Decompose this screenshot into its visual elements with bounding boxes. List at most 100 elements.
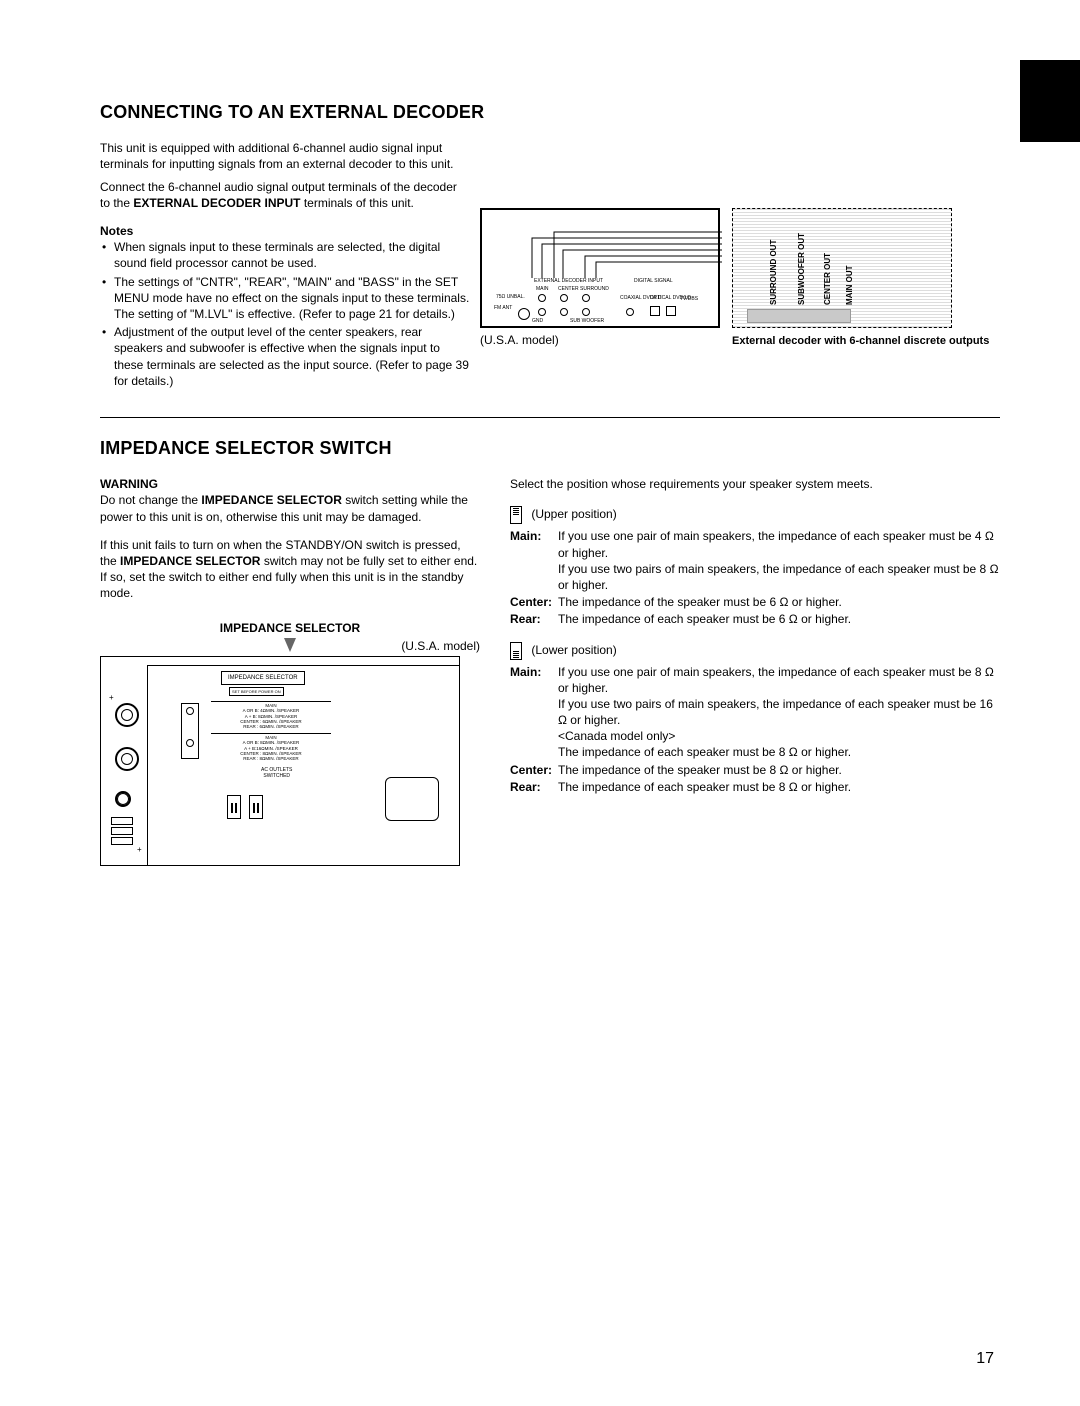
spec-center-label: Center:: [510, 762, 558, 778]
warn2b: IMPEDANCE SELECTOR: [120, 554, 260, 568]
section2-left-col: WARNING Do not change the IMPEDANCE SELE…: [100, 476, 480, 866]
spec-main-text: If you use one pair of main speakers, th…: [558, 528, 1000, 593]
s1-p2c: terminals of this unit.: [301, 196, 414, 210]
section1: This unit is equipped with additional 6-…: [100, 140, 1000, 391]
d2-set-label: SET BEFORE POWER ON: [229, 687, 284, 696]
spec-row: Main: If you use one pair of main speake…: [510, 664, 1000, 761]
terminal-block-icon: [111, 817, 133, 857]
spec-rear-text: The impedance of each speaker must be 6 …: [558, 611, 1000, 627]
out-label: SUBWOOFER OUT: [797, 233, 808, 305]
impedance-selector-heading: IMPEDANCE SELECTOR: [100, 620, 480, 636]
warning-p1: Do not change the IMPEDANCE SELECTOR swi…: [100, 492, 480, 524]
spec-rear-label: Rear:: [510, 779, 558, 795]
optical-jack-icon: [650, 306, 660, 316]
spec-row: Center: The impedance of the speaker mus…: [510, 762, 1000, 778]
divider: [100, 417, 1000, 418]
spec-main-text: If you use one pair of main speakers, th…: [558, 664, 1000, 761]
panel-label: GND: [532, 318, 543, 325]
ac-outlets-icon: [223, 783, 303, 841]
warning-p2: If this unit fails to turn on when the S…: [100, 537, 480, 602]
out-label: SURROUND OUT: [769, 240, 780, 305]
power-cord-icon: [385, 777, 439, 821]
impedance-diagram: IMPEDANCE SELECTOR SET BEFORE POWER ON M…: [100, 656, 460, 866]
upper-position-head: (Upper position): [510, 506, 1000, 524]
notes-heading: Notes: [100, 223, 470, 239]
panel-label: DIGITAL SIGNAL: [634, 278, 673, 285]
spec-row: Rear: The impedance of each speaker must…: [510, 611, 1000, 627]
receiver-back-panel: EXTERNAL DECODER INPUT MAIN CENTER SURRO…: [480, 208, 720, 328]
spec-rear-label: Rear:: [510, 611, 558, 627]
panel-label: MAIN: [536, 286, 549, 293]
upper-pos-label: (Upper position): [531, 508, 616, 522]
section2-title: IMPEDANCE SELECTOR SWITCH: [100, 436, 1000, 460]
spec-center-text: The impedance of the speaker must be 8 Ω…: [558, 762, 1000, 778]
spec-rear-text: The impedance of each speaker must be 8 …: [558, 779, 1000, 795]
s1-p1: This unit is equipped with additional 6-…: [100, 140, 470, 172]
line: [147, 665, 148, 865]
optical-jack-icon: [666, 306, 676, 316]
panel-label: 75Ω UNBAL.: [496, 294, 525, 301]
note-item: When signals input to these terminals ar…: [114, 239, 470, 271]
decoder-diagram: EXTERNAL DECODER INPUT MAIN CENTER SURRO…: [480, 208, 1000, 348]
panel-label: SURROUND: [580, 286, 609, 293]
section1-left-col: This unit is equipped with additional 6-…: [100, 140, 480, 391]
switch-upper-icon: [510, 506, 522, 524]
external-decoder-box: SURROUND OUT SUBWOOFER OUT CENTER OUT MA…: [732, 208, 952, 328]
spec-main-label: Main:: [510, 664, 558, 761]
d2-header: IMPEDANCE SELECTOR: [221, 671, 305, 685]
s2-right-intro: Select the position whose requirements y…: [510, 476, 1000, 492]
spec-main-label: Main:: [510, 528, 558, 593]
rca-jack-icon: [582, 294, 590, 302]
arrow-down-icon: [284, 638, 296, 652]
section1-title: CONNECTING TO AN EXTERNAL DECODER: [100, 100, 1000, 124]
warn1b: IMPEDANCE SELECTOR: [201, 493, 341, 507]
wire-lines-icon: [482, 208, 722, 278]
spec-row: Main: If you use one pair of main speake…: [510, 528, 1000, 593]
line: [147, 665, 459, 666]
d2-outlets-label: AC OUTLETS SWITCHED: [261, 767, 292, 781]
usa-model-label-2: (U.S.A. model): [401, 638, 480, 654]
antenna-jack-icon: [518, 308, 530, 320]
note-item: The settings of "CNTR", "REAR", "MAIN" a…: [114, 274, 470, 323]
d2-spec-lower: MAIN A OR B: 8ΩMIN. /SPEAKER A + B:16ΩMI…: [211, 733, 331, 762]
external-decoder-caption: External decoder with 6-channel discrete…: [732, 334, 989, 348]
section1-right-col: EXTERNAL DECODER INPUT MAIN CENTER SURRO…: [480, 140, 1000, 391]
spec-row: Center: The impedance of the speaker mus…: [510, 594, 1000, 610]
lower-position-head: (Lower position): [510, 642, 1000, 660]
section2-right-col: Select the position whose requirements y…: [510, 476, 1000, 866]
binding-post-icon: [115, 791, 131, 807]
note-item: Adjustment of the output level of the ce…: [114, 324, 470, 389]
warn1a: Do not change the: [100, 493, 201, 507]
lower-pos-label: (Lower position): [531, 643, 616, 657]
side-tab: [1020, 60, 1080, 142]
out-label: MAIN OUT: [845, 266, 856, 306]
notes-list: When signals input to these terminals ar…: [100, 239, 470, 389]
spec-center-label: Center:: [510, 594, 558, 610]
section2: WARNING Do not change the IMPEDANCE SELE…: [100, 476, 1000, 866]
selector-switch-icon: [181, 703, 199, 759]
warning-heading: WARNING: [100, 476, 480, 492]
switch-lower-icon: [510, 642, 522, 660]
upper-position-block: (Upper position) Main: If you use one pa…: [510, 506, 1000, 627]
decoder-jack-strip: [747, 309, 851, 323]
panel-label: EXTERNAL DECODER INPUT: [534, 278, 603, 285]
out-label: CENTER OUT: [823, 253, 834, 305]
panel-label: FM ANT: [494, 306, 512, 311]
lower-position-block: (Lower position) Main: If you use one pa…: [510, 642, 1000, 796]
rca-jack-icon: [626, 308, 634, 316]
page-number: 17: [976, 1348, 994, 1370]
panel-label: SUB WOOFER: [570, 318, 604, 325]
d2-spec-upper: MAIN A OR B: 4ΩMIN. /SPEAKER A + B: 8ΩMI…: [211, 701, 331, 730]
rca-jack-icon: [560, 308, 568, 316]
spec-center-text: The impedance of the speaker must be 6 Ω…: [558, 594, 1000, 610]
rca-jack-icon: [560, 294, 568, 302]
s1-p2b: EXTERNAL DECODER INPUT: [133, 196, 300, 210]
rca-jack-icon: [538, 308, 546, 316]
s1-p2: Connect the 6-channel audio signal outpu…: [100, 179, 470, 211]
panel-label: CENTER: [558, 286, 579, 293]
spec-row: Rear: The impedance of each speaker must…: [510, 779, 1000, 795]
binding-post-icon: [115, 747, 139, 771]
rca-jack-icon: [582, 308, 590, 316]
binding-post-icon: [115, 703, 139, 727]
plus-icon: +: [109, 693, 114, 704]
